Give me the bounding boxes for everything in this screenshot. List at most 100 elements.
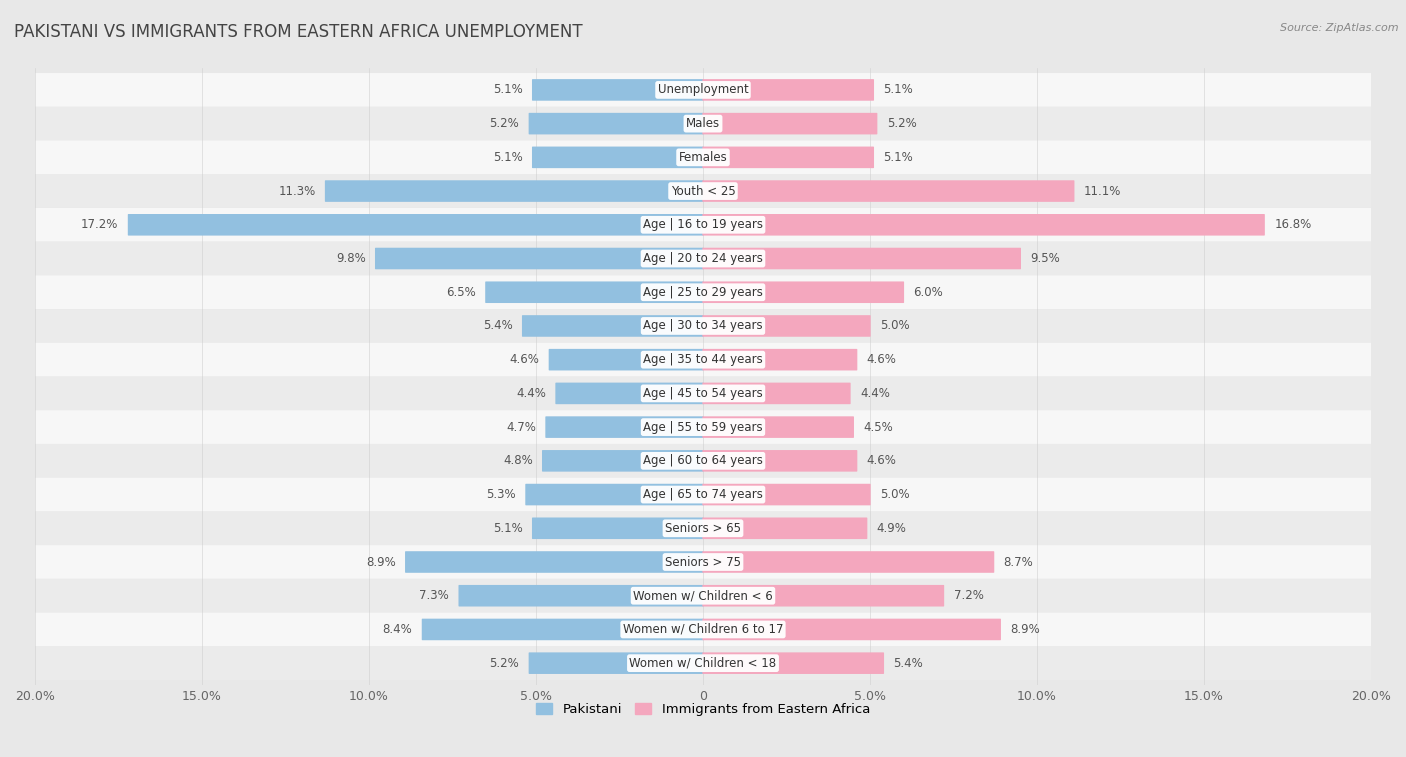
Text: Seniors > 75: Seniors > 75 bbox=[665, 556, 741, 569]
FancyBboxPatch shape bbox=[35, 174, 1371, 208]
FancyBboxPatch shape bbox=[35, 646, 1371, 680]
FancyBboxPatch shape bbox=[703, 349, 858, 370]
FancyBboxPatch shape bbox=[35, 545, 1371, 579]
FancyBboxPatch shape bbox=[703, 484, 870, 506]
Text: 5.1%: 5.1% bbox=[494, 522, 523, 534]
FancyBboxPatch shape bbox=[531, 79, 703, 101]
FancyBboxPatch shape bbox=[555, 382, 703, 404]
Text: 5.3%: 5.3% bbox=[486, 488, 516, 501]
Text: Women w/ Children < 6: Women w/ Children < 6 bbox=[633, 589, 773, 603]
Text: 4.6%: 4.6% bbox=[866, 454, 897, 467]
Text: 4.9%: 4.9% bbox=[877, 522, 907, 534]
FancyBboxPatch shape bbox=[703, 518, 868, 539]
FancyBboxPatch shape bbox=[35, 376, 1371, 410]
Text: 5.1%: 5.1% bbox=[494, 151, 523, 164]
FancyBboxPatch shape bbox=[35, 444, 1371, 478]
Text: Age | 60 to 64 years: Age | 60 to 64 years bbox=[643, 454, 763, 467]
Text: 4.5%: 4.5% bbox=[863, 421, 893, 434]
FancyBboxPatch shape bbox=[541, 450, 703, 472]
FancyBboxPatch shape bbox=[35, 208, 1371, 241]
Text: 5.1%: 5.1% bbox=[494, 83, 523, 96]
FancyBboxPatch shape bbox=[522, 315, 703, 337]
Text: 5.0%: 5.0% bbox=[880, 319, 910, 332]
Text: 4.8%: 4.8% bbox=[503, 454, 533, 467]
FancyBboxPatch shape bbox=[546, 416, 703, 438]
Text: 17.2%: 17.2% bbox=[82, 218, 118, 232]
FancyBboxPatch shape bbox=[531, 518, 703, 539]
FancyBboxPatch shape bbox=[703, 653, 884, 674]
FancyBboxPatch shape bbox=[703, 214, 1265, 235]
Text: 4.4%: 4.4% bbox=[516, 387, 546, 400]
FancyBboxPatch shape bbox=[325, 180, 703, 202]
Text: 4.6%: 4.6% bbox=[509, 354, 540, 366]
Text: 5.2%: 5.2% bbox=[489, 656, 519, 670]
Text: Age | 55 to 59 years: Age | 55 to 59 years bbox=[643, 421, 763, 434]
FancyBboxPatch shape bbox=[703, 450, 858, 472]
Text: 4.6%: 4.6% bbox=[866, 354, 897, 366]
Text: 8.9%: 8.9% bbox=[366, 556, 395, 569]
Text: 7.3%: 7.3% bbox=[419, 589, 449, 603]
Text: Age | 16 to 19 years: Age | 16 to 19 years bbox=[643, 218, 763, 232]
Text: Women w/ Children < 18: Women w/ Children < 18 bbox=[630, 656, 776, 670]
Text: 4.4%: 4.4% bbox=[860, 387, 890, 400]
FancyBboxPatch shape bbox=[35, 241, 1371, 276]
FancyBboxPatch shape bbox=[485, 282, 703, 303]
Text: 16.8%: 16.8% bbox=[1274, 218, 1312, 232]
FancyBboxPatch shape bbox=[35, 478, 1371, 512]
FancyBboxPatch shape bbox=[35, 309, 1371, 343]
Text: 5.4%: 5.4% bbox=[482, 319, 513, 332]
Text: Youth < 25: Youth < 25 bbox=[671, 185, 735, 198]
FancyBboxPatch shape bbox=[35, 276, 1371, 309]
Text: PAKISTANI VS IMMIGRANTS FROM EASTERN AFRICA UNEMPLOYMENT: PAKISTANI VS IMMIGRANTS FROM EASTERN AFR… bbox=[14, 23, 582, 41]
Text: Women w/ Children 6 to 17: Women w/ Children 6 to 17 bbox=[623, 623, 783, 636]
Text: 6.5%: 6.5% bbox=[446, 285, 475, 299]
Text: Age | 45 to 54 years: Age | 45 to 54 years bbox=[643, 387, 763, 400]
FancyBboxPatch shape bbox=[422, 618, 703, 640]
Text: Age | 65 to 74 years: Age | 65 to 74 years bbox=[643, 488, 763, 501]
Text: 5.1%: 5.1% bbox=[883, 83, 912, 96]
Text: 5.2%: 5.2% bbox=[887, 117, 917, 130]
Text: Seniors > 65: Seniors > 65 bbox=[665, 522, 741, 534]
FancyBboxPatch shape bbox=[35, 343, 1371, 376]
Text: Unemployment: Unemployment bbox=[658, 83, 748, 96]
FancyBboxPatch shape bbox=[548, 349, 703, 370]
Text: 11.3%: 11.3% bbox=[278, 185, 315, 198]
FancyBboxPatch shape bbox=[703, 147, 875, 168]
FancyBboxPatch shape bbox=[531, 147, 703, 168]
Text: Age | 20 to 24 years: Age | 20 to 24 years bbox=[643, 252, 763, 265]
FancyBboxPatch shape bbox=[703, 382, 851, 404]
FancyBboxPatch shape bbox=[703, 180, 1074, 202]
Text: 8.9%: 8.9% bbox=[1011, 623, 1040, 636]
Text: 5.2%: 5.2% bbox=[489, 117, 519, 130]
FancyBboxPatch shape bbox=[405, 551, 703, 573]
FancyBboxPatch shape bbox=[529, 653, 703, 674]
FancyBboxPatch shape bbox=[703, 551, 994, 573]
FancyBboxPatch shape bbox=[128, 214, 703, 235]
FancyBboxPatch shape bbox=[529, 113, 703, 135]
Text: 9.5%: 9.5% bbox=[1031, 252, 1060, 265]
FancyBboxPatch shape bbox=[703, 585, 945, 606]
Text: Males: Males bbox=[686, 117, 720, 130]
Text: Age | 35 to 44 years: Age | 35 to 44 years bbox=[643, 354, 763, 366]
FancyBboxPatch shape bbox=[35, 73, 1371, 107]
FancyBboxPatch shape bbox=[703, 618, 1001, 640]
Text: 8.7%: 8.7% bbox=[1004, 556, 1033, 569]
Text: 4.7%: 4.7% bbox=[506, 421, 536, 434]
Text: 8.4%: 8.4% bbox=[382, 623, 412, 636]
Text: 6.0%: 6.0% bbox=[914, 285, 943, 299]
FancyBboxPatch shape bbox=[35, 579, 1371, 612]
Text: Source: ZipAtlas.com: Source: ZipAtlas.com bbox=[1281, 23, 1399, 33]
Text: 7.2%: 7.2% bbox=[953, 589, 983, 603]
Text: 5.0%: 5.0% bbox=[880, 488, 910, 501]
FancyBboxPatch shape bbox=[703, 416, 853, 438]
FancyBboxPatch shape bbox=[703, 79, 875, 101]
FancyBboxPatch shape bbox=[35, 410, 1371, 444]
FancyBboxPatch shape bbox=[703, 282, 904, 303]
Text: 9.8%: 9.8% bbox=[336, 252, 366, 265]
Text: Age | 30 to 34 years: Age | 30 to 34 years bbox=[643, 319, 763, 332]
FancyBboxPatch shape bbox=[35, 512, 1371, 545]
FancyBboxPatch shape bbox=[703, 113, 877, 135]
FancyBboxPatch shape bbox=[703, 248, 1021, 269]
Legend: Pakistani, Immigrants from Eastern Africa: Pakistani, Immigrants from Eastern Afric… bbox=[531, 698, 875, 721]
FancyBboxPatch shape bbox=[458, 585, 703, 606]
